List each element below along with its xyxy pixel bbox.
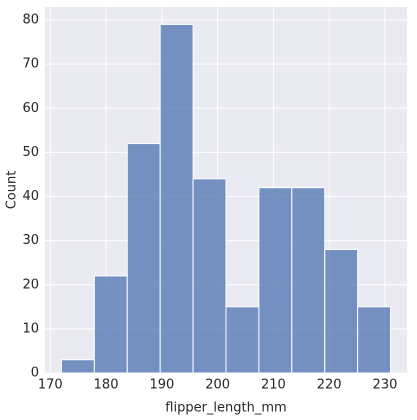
bars — [60, 23, 392, 374]
bar — [225, 306, 260, 374]
x-tick-label: 170 — [38, 378, 63, 393]
bar — [192, 178, 227, 374]
y-tick-label: 80 — [22, 13, 39, 28]
bar — [357, 306, 392, 374]
x-tick-label: 200 — [205, 378, 230, 393]
y-tick-label: 40 — [22, 189, 39, 204]
y-axis-label: Count — [5, 171, 20, 210]
y-tick-label: 0 — [31, 366, 39, 381]
y-tick-label: 50 — [22, 145, 39, 160]
y-tick-label: 70 — [22, 57, 39, 72]
bar — [60, 359, 95, 374]
x-tick-label: 180 — [94, 378, 119, 393]
bar — [126, 143, 161, 374]
bar — [159, 23, 194, 374]
x-tick-label: 210 — [261, 378, 286, 393]
x-axis-label: flipper_length_mm — [165, 401, 286, 416]
bar — [258, 187, 293, 374]
bar — [324, 248, 359, 374]
y-tick-label: 60 — [22, 101, 39, 116]
bar — [93, 275, 128, 374]
bar — [291, 187, 326, 374]
x-tick-label: 230 — [373, 378, 398, 393]
y-tick-label: 30 — [22, 233, 39, 248]
y-tick-label: 10 — [22, 321, 39, 336]
x-tick-label: 220 — [317, 378, 342, 393]
y-tick-label: 20 — [22, 277, 39, 292]
x-tick-label: 190 — [149, 378, 174, 393]
